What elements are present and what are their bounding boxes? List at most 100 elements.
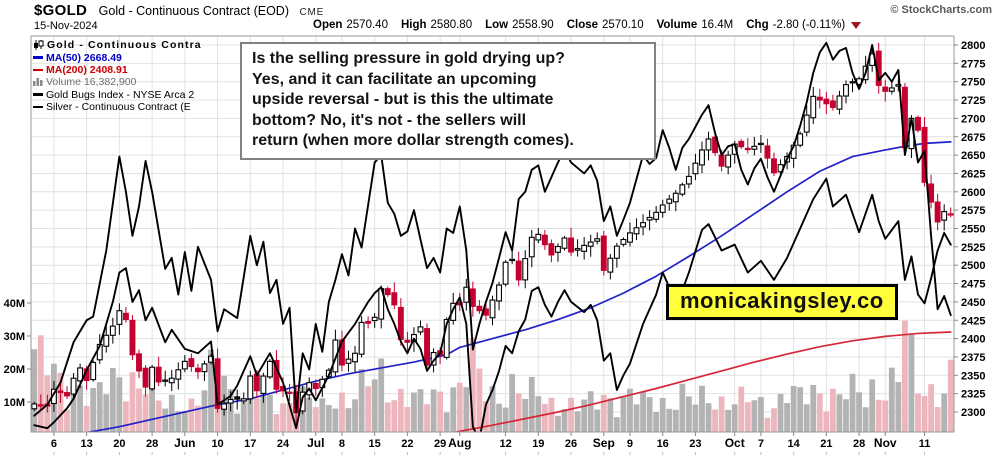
legend-item-goldbugs: Gold Bugs Index - NYSE Arca 2 — [33, 89, 239, 101]
svg-text:10: 10 — [211, 438, 223, 450]
svg-text:16: 16 — [657, 438, 669, 450]
volume-label: Volume — [656, 19, 698, 31]
svg-text:2375: 2375 — [961, 352, 985, 364]
svg-text:7: 7 — [758, 438, 764, 450]
legend-item-ma200: MA(200) 2408.91 — [33, 64, 239, 76]
svg-text:2725: 2725 — [961, 95, 985, 107]
close-value: 2570.10 — [602, 19, 644, 31]
svg-text:2625: 2625 — [961, 168, 985, 180]
svg-text:2650: 2650 — [961, 150, 985, 162]
svg-text:14: 14 — [787, 438, 800, 450]
analyst-annotation-box: Is the selling pressure in gold drying u… — [240, 42, 656, 160]
legend-item-ma50: MA(50) 2668.49 — [33, 51, 239, 64]
close-label: Close — [566, 19, 599, 31]
annotation-line: Is the selling pressure in gold drying u… — [252, 50, 565, 67]
svg-text:23: 23 — [689, 438, 701, 450]
legend-silver-label: Silver - Continuous Contract (E — [46, 101, 191, 114]
svg-text:2350: 2350 — [961, 370, 985, 382]
svg-text:11: 11 — [919, 438, 931, 450]
svg-text:Nov: Nov — [874, 436, 897, 450]
ma50-line-swatch-icon — [33, 56, 43, 59]
svg-text:Jun: Jun — [174, 436, 195, 450]
legend-item-volume: Volume 16,382,900 — [33, 76, 239, 88]
legend-ma200-label: MA(200) 2408.91 — [46, 63, 128, 76]
svg-text:28: 28 — [146, 438, 158, 450]
volume-value: 16.4M — [701, 19, 734, 31]
site-watermark-badge: monicakingsley.co — [666, 284, 898, 320]
svg-text:24: 24 — [277, 438, 290, 450]
svg-text:2425: 2425 — [961, 315, 985, 327]
svg-text:2525: 2525 — [961, 242, 985, 254]
svg-text:21: 21 — [820, 438, 832, 450]
legend-gold-label: Gold - Continuous Contra — [47, 39, 202, 52]
svg-text:2800: 2800 — [961, 40, 985, 52]
svg-text:2750: 2750 — [961, 77, 985, 89]
svg-text:26: 26 — [565, 438, 577, 450]
svg-text:12: 12 — [499, 438, 511, 450]
legend-item-silver: Silver - Continuous Contract (E — [33, 101, 239, 113]
svg-text:Oct: Oct — [725, 436, 745, 450]
instrument-title: Gold - Continuous Contract (EOD) — [98, 4, 289, 18]
svg-text:20M: 20M — [4, 364, 25, 376]
svg-text:2775: 2775 — [961, 58, 985, 70]
chart-date: 15-Nov-2024 — [34, 20, 98, 32]
annotation-line: Yes, and it can facilitate an upcoming — [252, 70, 537, 88]
svg-text:2475: 2475 — [961, 279, 985, 291]
high-label: High — [400, 19, 427, 31]
svg-text:30M: 30M — [4, 331, 25, 343]
svg-text:2500: 2500 — [961, 260, 985, 272]
svg-text:Jul: Jul — [307, 436, 324, 450]
header-symbol-row: $GOLD Gold - Continuous Contract (EOD) C… — [34, 2, 324, 20]
change-down-triangle-icon — [851, 21, 862, 29]
volume-bars-icon — [33, 78, 43, 87]
annotation-line: upside reversal - but is this the ultima… — [252, 91, 554, 108]
candlestick-icon — [34, 40, 44, 51]
svg-text:2700: 2700 — [961, 113, 985, 125]
svg-text:6: 6 — [51, 438, 57, 450]
open-label: Open — [313, 19, 343, 31]
svg-text:2325: 2325 — [961, 389, 985, 401]
svg-text:2675: 2675 — [961, 132, 985, 144]
svg-text:15: 15 — [369, 438, 381, 450]
chart-legend: Gold - Continuous Contra MA(50) 2668.49 … — [33, 39, 239, 113]
legend-goldbugs-label: Gold Bugs Index - NYSE Arca 2 — [46, 88, 195, 101]
ohlc-quote-row: Open 2570.40 High 2580.80 Low 2558.90 Cl… — [313, 19, 862, 31]
svg-text:2550: 2550 — [961, 224, 985, 236]
stockcharts-copyright: © StockCharts.com — [890, 4, 992, 16]
svg-text:40M: 40M — [4, 298, 25, 310]
ticker-symbol: $GOLD — [34, 2, 88, 19]
exchange-label: CME — [299, 7, 325, 18]
open-value: 2570.40 — [346, 19, 388, 31]
svg-text:10M: 10M — [4, 397, 25, 409]
high-value: 2580.80 — [430, 19, 473, 31]
low-label: Low — [485, 19, 509, 31]
svg-text:2300: 2300 — [961, 407, 985, 419]
svg-text:28: 28 — [853, 438, 865, 450]
ma200-line-swatch-icon — [33, 68, 43, 72]
svg-text:20: 20 — [113, 438, 125, 450]
annotation-line: return (when more dollar strength comes)… — [252, 132, 574, 149]
svg-text:19: 19 — [532, 438, 544, 450]
svg-text:13: 13 — [81, 438, 93, 450]
svg-text:9: 9 — [627, 438, 633, 450]
svg-text:8: 8 — [339, 438, 345, 450]
chg-value: -2.80 (-0.11%) — [772, 19, 846, 31]
silver-line-swatch-icon — [33, 105, 43, 109]
svg-text:29: 29 — [434, 438, 446, 450]
low-value: 2558.90 — [512, 19, 554, 31]
legend-ma50-label: MA(50) 2668.49 — [46, 51, 122, 64]
svg-text:22: 22 — [401, 438, 413, 450]
goldbugs-line-swatch-icon — [33, 93, 43, 97]
legend-volume-label: Volume 16,382,900 — [46, 76, 137, 89]
svg-text:2450: 2450 — [961, 297, 985, 309]
svg-text:2400: 2400 — [961, 334, 985, 346]
svg-text:2600: 2600 — [961, 187, 985, 199]
chg-label: Chg — [746, 19, 769, 31]
annotation-line: bottom? No, it's not - the sellers will — [252, 111, 527, 129]
legend-item-gold: Gold - Continuous Contra — [33, 39, 239, 51]
svg-text:Aug: Aug — [448, 436, 471, 450]
svg-text:Sep: Sep — [593, 436, 615, 450]
svg-text:17: 17 — [244, 438, 256, 450]
